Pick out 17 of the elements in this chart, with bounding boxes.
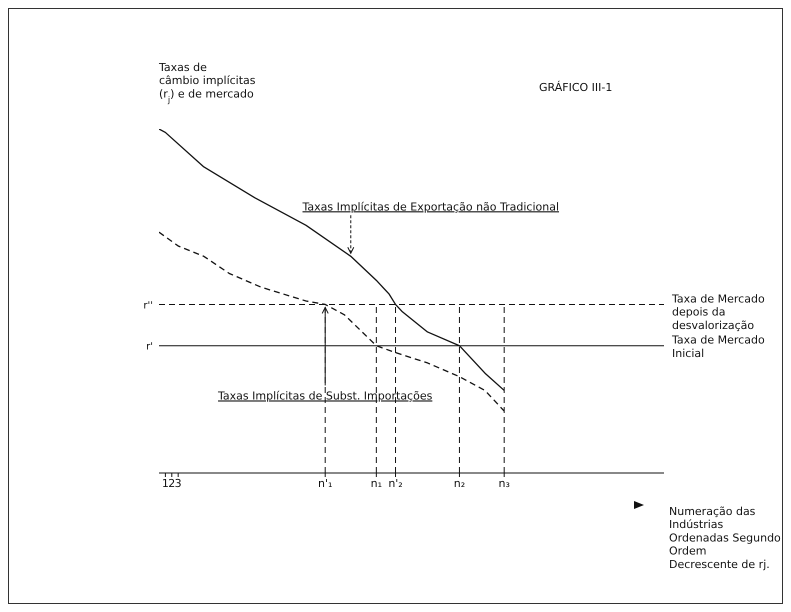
x-tick-label: n₂ xyxy=(454,476,466,490)
ref-line-label: Taxa de Mercado Inicial xyxy=(671,334,765,360)
text: r'' xyxy=(143,300,153,312)
x-tick-label: 3 xyxy=(174,476,182,490)
x-tick-label: n₁ xyxy=(370,476,382,490)
x-tick-label: 2 xyxy=(168,476,176,490)
chart-title: GRÁFICO III-1 xyxy=(539,80,612,94)
x-tick-label: n₃ xyxy=(498,476,510,490)
x-tick-label: 1 xyxy=(162,476,169,490)
x-axis-title: Numeração das Indústrias Ordenadas Segundo Ordem Decrescente de rj. xyxy=(669,505,782,571)
series-label: Taxas Implícitas de Exportação não Tradicional xyxy=(302,200,560,214)
x-tick-label: n'₂ xyxy=(388,476,403,490)
y-axis-title: Taxas de câmbio implícitas (r$_{j}$) e de mercado xyxy=(158,61,256,104)
ref-line-label: Taxa de Mercado depois da desvalorização xyxy=(671,292,765,332)
text: r' xyxy=(146,342,153,353)
text: Taxas Implícitas de Subst. Importações xyxy=(217,389,433,402)
x-tick-label: n'₁ xyxy=(318,476,332,490)
